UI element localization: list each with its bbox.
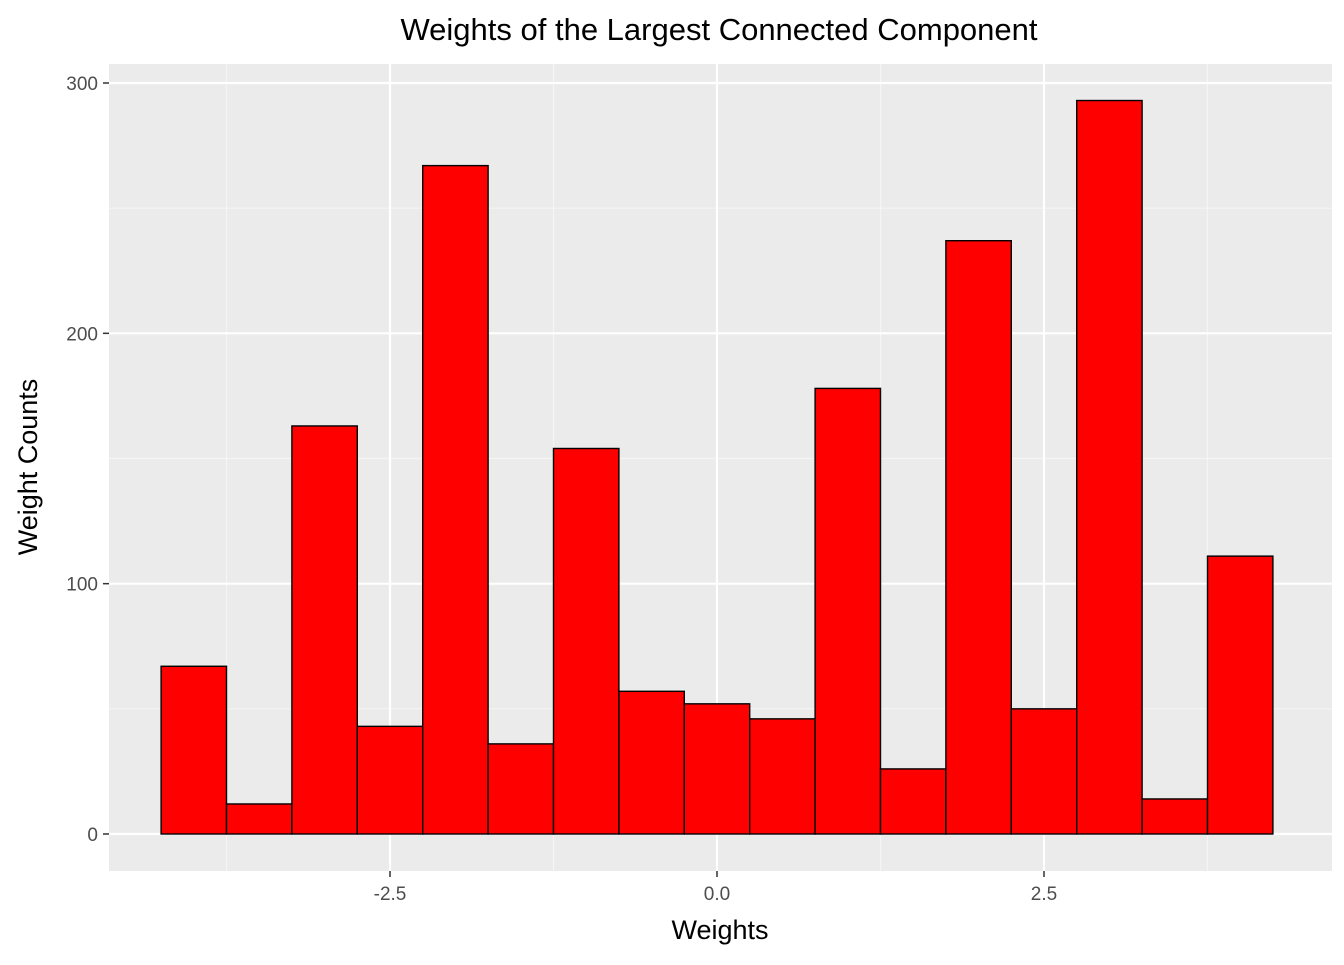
x-tick-label: 2.5 xyxy=(1031,884,1057,905)
histogram-bar xyxy=(291,425,358,835)
y-tick-label: 0 xyxy=(87,825,98,846)
x-tick-label: 0.0 xyxy=(704,884,730,905)
histogram-bar xyxy=(487,743,555,835)
y-axis: 0 100 200 300 xyxy=(66,74,109,846)
x-tick-label: -2.5 xyxy=(374,884,407,905)
x-axis-title: Weights xyxy=(671,915,768,945)
histogram-bar xyxy=(945,240,1013,835)
y-tick-label: 100 xyxy=(66,575,98,596)
histogram-bar xyxy=(1141,798,1209,835)
histogram-bar xyxy=(1075,99,1143,835)
histogram-bar xyxy=(356,725,424,835)
y-tick-label: 200 xyxy=(66,324,98,345)
histogram-bar xyxy=(1206,555,1274,835)
histogram-bar xyxy=(160,665,228,835)
histogram-bar xyxy=(1010,708,1078,835)
histogram-bar xyxy=(225,803,293,835)
histogram-bar xyxy=(749,718,816,835)
histogram-bar xyxy=(814,387,882,835)
y-tick-label: 300 xyxy=(66,74,98,95)
histogram-bar xyxy=(683,703,751,835)
y-axis-title: Weight Counts xyxy=(13,379,43,556)
chart-title: Weights of the Largest Connected Compone… xyxy=(400,12,1037,47)
histogram-bar xyxy=(879,768,947,835)
histogram-bar xyxy=(552,447,620,835)
histogram-bar xyxy=(422,164,489,835)
x-axis: -2.5 0.0 2.5 xyxy=(374,871,1057,905)
histogram-bars xyxy=(160,99,1274,835)
histogram-bar xyxy=(618,690,686,835)
